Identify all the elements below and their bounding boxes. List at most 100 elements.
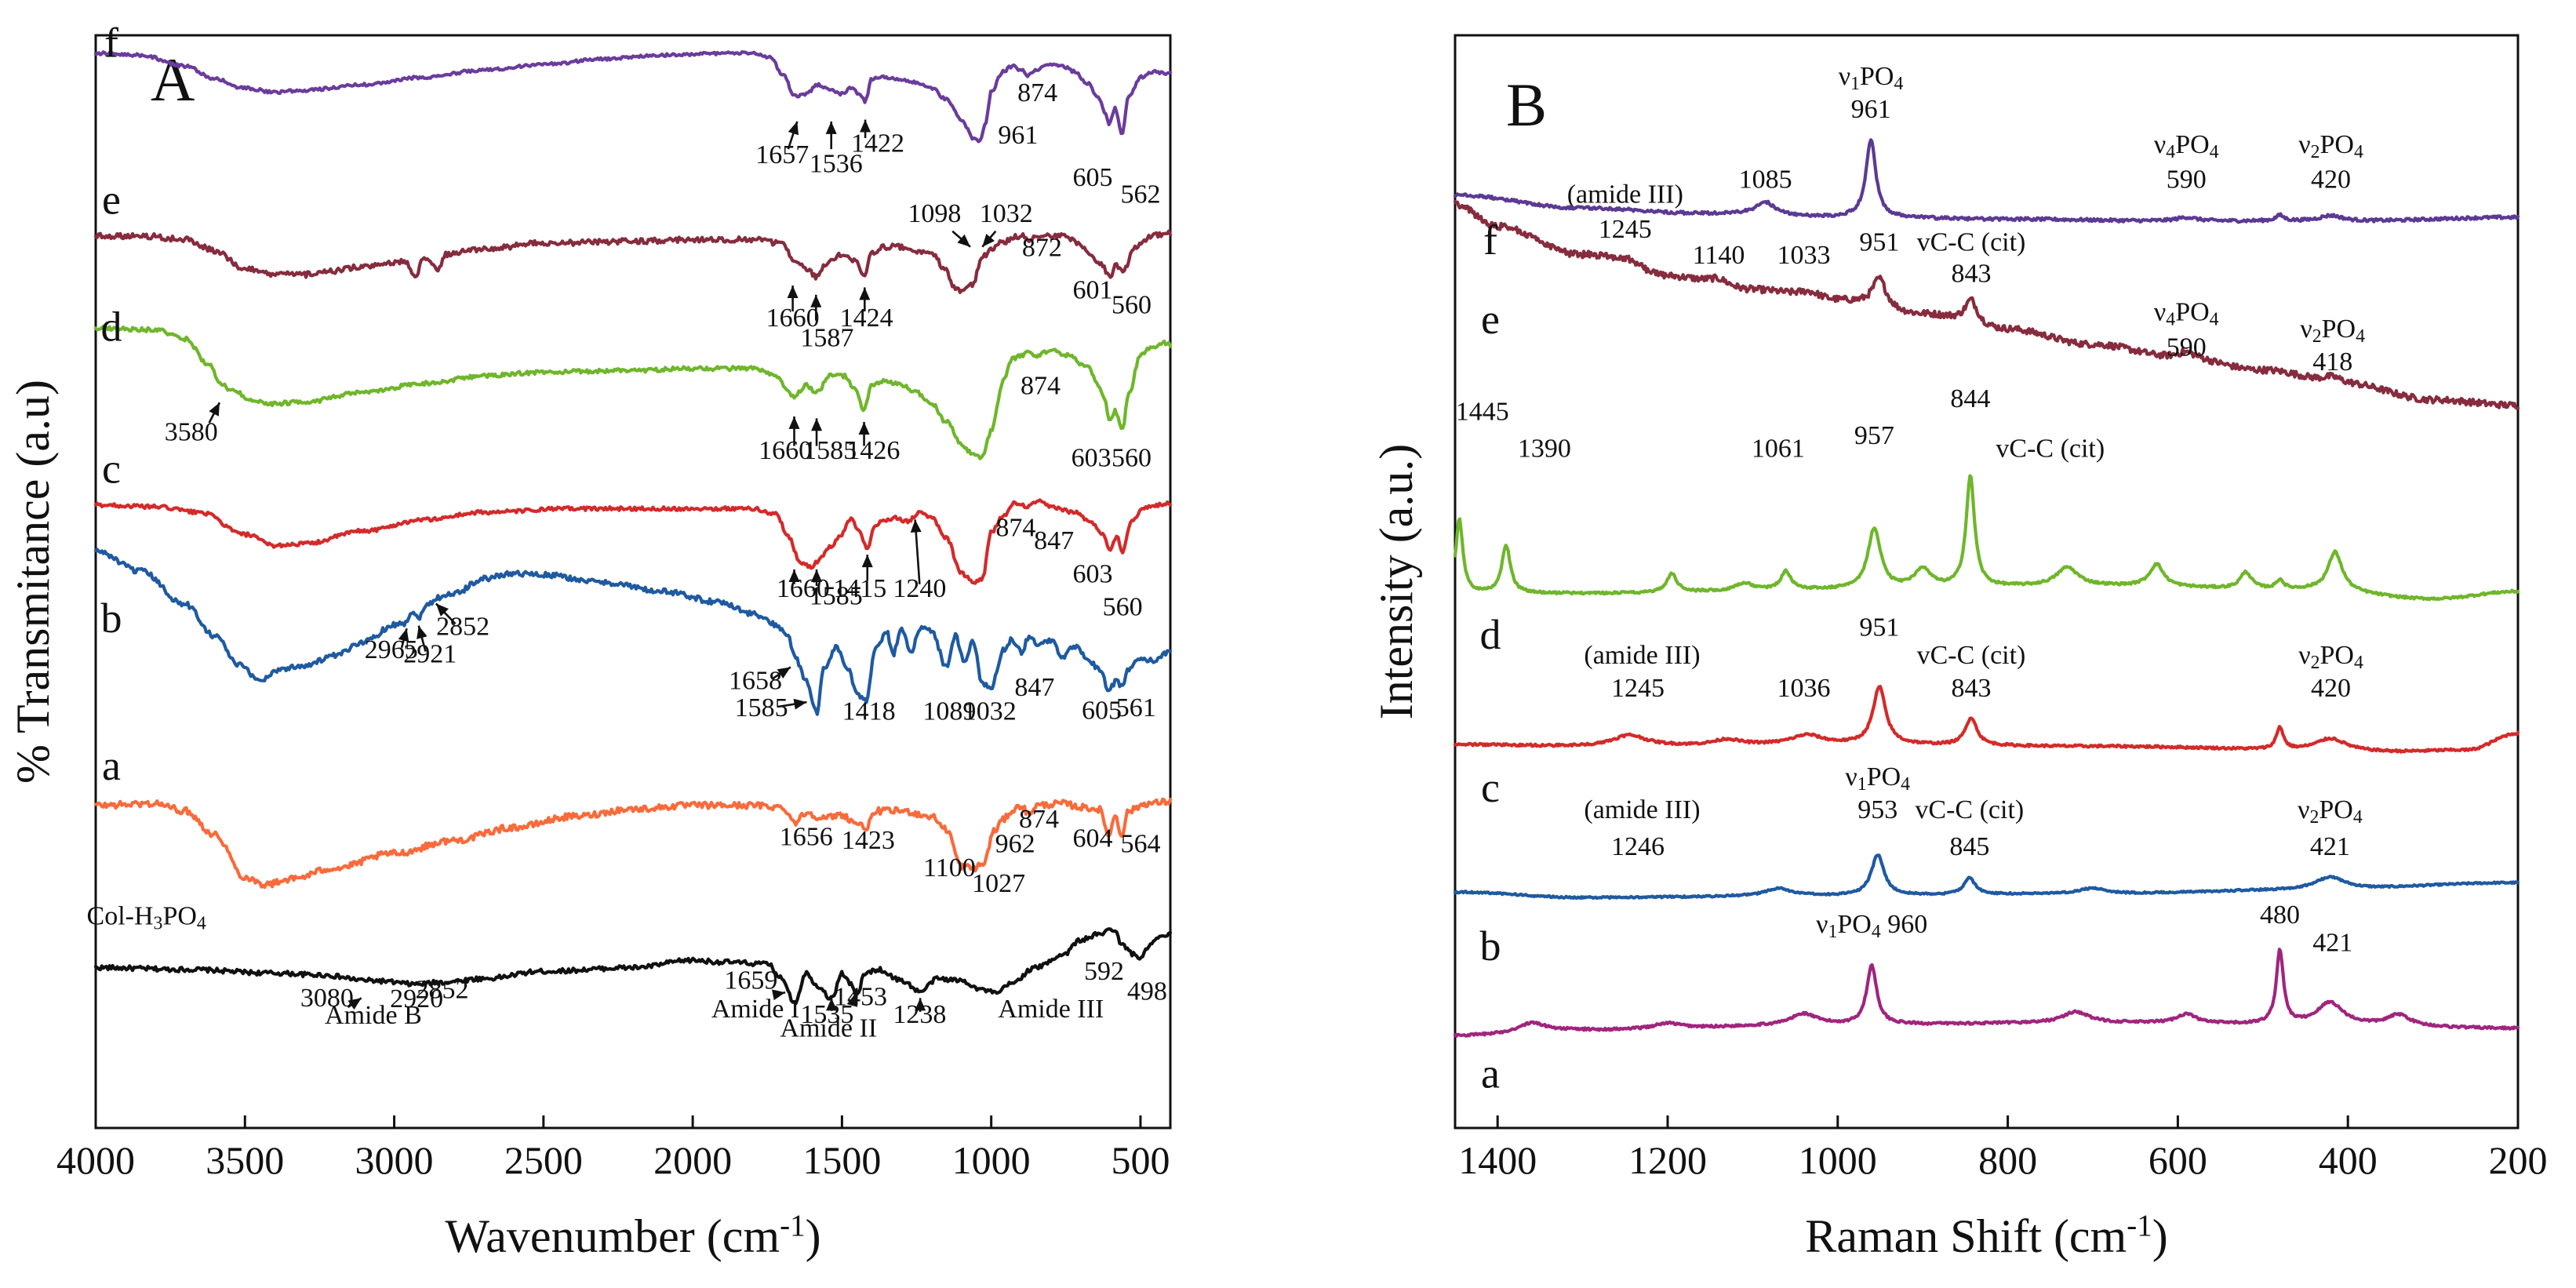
peak-label-a-b-3: 2852	[436, 612, 489, 641]
arrowhead-a-f-2	[860, 119, 871, 133]
peak-label-a-f-3: 1422	[851, 129, 904, 158]
series-letter-b-d: d	[1480, 611, 1501, 658]
peak-label-a-c-2: 1585	[810, 582, 863, 611]
peak-label-b-f-7: 420	[2311, 166, 2351, 195]
peak-label-a-col-h3po4-1: 3080	[300, 984, 354, 1013]
series-letter-b-f: f	[1483, 216, 1497, 264]
peak-label-b-c-2: (amide III)	[1584, 641, 1700, 670]
peak-label-b-d-1: 1445	[1456, 398, 1509, 427]
series-letter-a-e: e	[102, 176, 121, 223]
x-tick-label-a-2000: 2000	[653, 1138, 732, 1182]
peak-label-a-col-h3po4-7: 1535	[800, 1000, 853, 1029]
y-axis-title-a: % Transmitance (a.u)	[7, 380, 59, 784]
peak-label-a-a-1: 1656	[780, 822, 833, 851]
peak-label-a-d-7: 560	[1112, 443, 1152, 472]
peak-label-a-e-8: 560	[1112, 290, 1152, 319]
peak-label-b-d-6: vC-C (cit)	[1996, 435, 2105, 464]
peak-label-a-c-7: 603	[1073, 559, 1113, 588]
peak-label-a-e-5: 1032	[980, 199, 1033, 228]
peak-label-b-b-2: 953	[1857, 795, 1897, 824]
peak-label-a-b-9: 847	[1014, 673, 1054, 702]
arrowhead-a-col-h3po4-0	[347, 998, 362, 1010]
peak-label-b-c-3: 1245	[1611, 674, 1665, 703]
peak-label-a-b-2: 2921	[403, 640, 457, 669]
peak-label-b-b-6: 845	[1949, 832, 1989, 861]
series-letter-a-a: a	[102, 742, 121, 789]
spectrum-b-c	[1453, 685, 2520, 754]
peak-label-b-b-3: (amide III)	[1584, 795, 1700, 824]
arrowhead-a-b-4	[793, 698, 807, 710]
peak-label-b-c-6: 843	[1951, 674, 1991, 703]
spectrum-b-a	[1453, 948, 2520, 1039]
peak-label-b-e-3: 1140	[1693, 241, 1745, 270]
peak-label-a-f-6: 605	[1073, 163, 1113, 192]
x-axis-title-b: Raman Shift (cm-1)	[1805, 1209, 2167, 1263]
arrowhead-a-b-2	[435, 603, 449, 617]
arrowhead-a-c-3	[910, 519, 922, 533]
series-letter-a-c: c	[102, 446, 121, 493]
peak-label-a-a-8: 564	[1120, 830, 1160, 859]
peak-label-a-a-3: 1100	[923, 853, 976, 882]
peak-label-a-c-3: 1415	[833, 574, 886, 603]
arrowhead-a-c-2	[861, 555, 873, 568]
peak-label-b-a-2: 480	[2260, 901, 2300, 930]
peak-label-a-col-h3po4-13: 498	[1127, 977, 1167, 1006]
series-letter-b-b: b	[1480, 922, 1501, 970]
arrowhead-a-f-1	[825, 121, 837, 134]
panel-b-raman: 1400 1200 1000 800 600 400 200 Raman Shift (cm-…	[1370, 34, 2548, 1263]
series-letter-a-f: f	[104, 20, 118, 67]
peak-label-a-col-h3po4-5: 1659	[724, 966, 777, 995]
arrowhead-a-col-h3po4-1	[772, 989, 786, 1001]
x-tick-label-a-1500: 1500	[802, 1138, 881, 1182]
peak-label-b-b-5: vC-C (cit)	[1915, 795, 2024, 824]
peak-label-b-a-3: 421	[2312, 928, 2352, 957]
peak-label-b-c-4: 1036	[1777, 674, 1830, 703]
x-tick-label-b-600: 600	[2148, 1138, 2207, 1182]
peak-label-a-d-5: 874	[1021, 372, 1061, 401]
peak-label-b-e-9: 590	[2167, 333, 2207, 362]
spectrum-a-d	[93, 324, 1173, 460]
peak-label-b-f-3: 1085	[1739, 166, 1792, 195]
x-axis-title-a: Wavenumber (cm-1)	[445, 1209, 820, 1263]
peak-label-a-f-2: 1536	[810, 150, 863, 179]
peak-label-a-col-h3po4-3: 2920	[390, 984, 443, 1013]
arrowhead-a-e-2	[859, 287, 871, 300]
arrowhead-a-d-1	[788, 416, 800, 429]
peak-label-a-b-7: 1089	[922, 697, 976, 726]
peak-label-a-c-1: 1660	[777, 574, 830, 603]
peak-label-a-e-3: 1424	[840, 304, 893, 333]
peak-label-b-f-2: 961	[1851, 95, 1891, 124]
arrowhead-a-d-3	[858, 421, 870, 435]
arrowhead-a-b-3	[777, 667, 791, 679]
series-letter-b-c: c	[1481, 764, 1500, 811]
arrowhead-a-col-h3po4-4	[915, 998, 926, 1011]
peak-label-b-a-1: ν1PO4 960	[1816, 910, 1927, 942]
panel-letter-b: B	[1506, 71, 1547, 139]
peak-label-b-e-7: 843	[1951, 259, 1991, 288]
peak-label-a-col-h3po4-0: Col-H3PO4	[87, 901, 206, 933]
peak-label-a-a-4: 1027	[972, 869, 1025, 898]
peak-label-b-b-7: ν2PO4	[2298, 795, 2363, 828]
peak-label-a-col-h3po4-6: Amide I	[711, 995, 799, 1024]
x-tick-label-a-3000: 3000	[355, 1138, 434, 1182]
peak-label-b-e-2: 1245	[1599, 215, 1652, 244]
spectrum-b-b	[1453, 853, 2520, 901]
peak-label-a-e-2: 1587	[800, 324, 853, 353]
peak-label-a-col-h3po4-2: Amide B	[325, 1001, 422, 1030]
spectrum-a-e	[93, 229, 1173, 294]
peak-label-b-c-5: vC-C (cit)	[1917, 641, 2026, 670]
peak-label-b-d-5: 844	[1950, 384, 1990, 413]
peak-label-a-e-7: 601	[1073, 276, 1113, 305]
x-tick-label-a-3500: 3500	[206, 1138, 284, 1182]
peak-label-a-e-6: 872	[1022, 233, 1062, 262]
x-tick-label-a-4000: 4000	[56, 1138, 135, 1182]
peak-label-a-a-5: 874	[1019, 805, 1059, 834]
peak-label-a-c-5: 874	[995, 514, 1035, 543]
arrowhead-a-d-2	[811, 418, 823, 431]
arrowhead-a-col-h3po4-2	[826, 998, 838, 1011]
series-letter-a-d: d	[101, 304, 122, 351]
spectrum-b-e	[1453, 199, 2520, 410]
panel-letter-a: A	[151, 45, 195, 114]
peak-label-b-e-10: ν2PO4	[2300, 315, 2365, 347]
